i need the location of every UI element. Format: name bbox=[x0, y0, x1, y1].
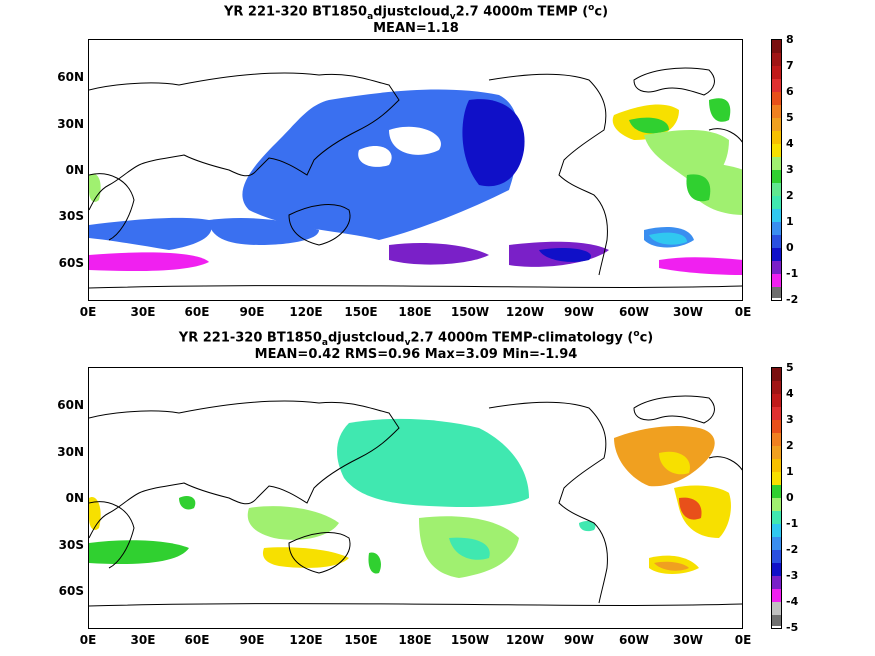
lon-label: 0E bbox=[79, 633, 97, 647]
colorbar-label: 2 bbox=[786, 439, 794, 452]
lon-label: 60E bbox=[184, 305, 210, 319]
colorbar-label: 5 bbox=[786, 361, 794, 374]
panel2-colorbar bbox=[771, 367, 782, 629]
colorbar-label: 7 bbox=[786, 59, 794, 72]
lon-label: 120W bbox=[505, 633, 545, 647]
colorbar-label: 6 bbox=[786, 85, 794, 98]
colorbar-label: 1 bbox=[786, 215, 794, 228]
lon-label: 0E bbox=[734, 633, 752, 647]
panel2-coastlines bbox=[89, 395, 742, 607]
lon-label: 120E bbox=[289, 633, 323, 647]
panel1-map bbox=[88, 39, 743, 301]
lon-label: 90E bbox=[239, 633, 265, 647]
colorbar-label: 5 bbox=[786, 111, 794, 124]
lon-label: 0E bbox=[79, 305, 97, 319]
colorbar-label: -4 bbox=[786, 595, 799, 608]
lat-label-60n: 60N bbox=[57, 398, 84, 412]
colorbar-label: 2 bbox=[786, 189, 794, 202]
panel1-title: YR 221-320 BT1850adjustcloudv2.7 4000m T… bbox=[223, 3, 609, 22]
lat-label-60s: 60S bbox=[58, 584, 84, 598]
colorbar-label: 8 bbox=[786, 33, 794, 46]
lon-label: 90W bbox=[564, 633, 594, 647]
colorbar-label: 0 bbox=[786, 241, 794, 254]
panel1-colorbar bbox=[771, 39, 782, 301]
lat-label-0n: 0N bbox=[65, 491, 84, 505]
panel1-stats: MEAN=1.18 bbox=[373, 21, 459, 36]
panel2-stats: MEAN=0.42 RMS=0.96 Max=3.09 Min=-1.94 bbox=[254, 347, 578, 362]
colorbar-label: 3 bbox=[786, 163, 794, 176]
lon-label: 90E bbox=[239, 305, 265, 319]
lat-label-60s: 60S bbox=[58, 256, 84, 270]
colorbar-label: 3 bbox=[786, 413, 794, 426]
lon-label: 150W bbox=[450, 633, 490, 647]
panel1-coastlines bbox=[89, 67, 742, 289]
colorbar-label: -2 bbox=[786, 543, 799, 556]
panel2-field bbox=[89, 418, 731, 578]
lon-label: 60E bbox=[184, 633, 210, 647]
colorbar-label: -3 bbox=[786, 569, 799, 582]
lat-label-60n: 60N bbox=[57, 70, 84, 84]
panel1-field bbox=[89, 89, 742, 275]
lon-label: 120W bbox=[505, 305, 545, 319]
lon-label: 0E bbox=[734, 305, 752, 319]
colorbar-label: -2 bbox=[786, 293, 799, 306]
lat-label-30n: 30N bbox=[57, 445, 84, 459]
lat-label-30n: 30N bbox=[57, 117, 84, 131]
lon-label: 60W bbox=[619, 633, 649, 647]
lon-label: 30W bbox=[673, 305, 703, 319]
lon-label: 30W bbox=[673, 633, 703, 647]
lon-label: 150E bbox=[344, 633, 378, 647]
lon-label: 180E bbox=[398, 305, 432, 319]
panel2-title: YR 221-320 BT1850adjustcloudv2.7 4000m T… bbox=[178, 329, 654, 348]
colorbar-label: -1 bbox=[786, 267, 799, 280]
lon-label: 90W bbox=[564, 305, 594, 319]
colorbar-label: 1 bbox=[786, 465, 794, 478]
lon-label: 120E bbox=[289, 305, 323, 319]
lat-label-30s: 30S bbox=[58, 209, 84, 223]
panel2-map bbox=[88, 367, 743, 629]
colorbar-label: 4 bbox=[786, 387, 794, 400]
lon-label: 60W bbox=[619, 305, 649, 319]
lat-label-30s: 30S bbox=[58, 538, 84, 552]
lon-label: 180E bbox=[398, 633, 432, 647]
lon-label: 30E bbox=[130, 305, 156, 319]
colorbar-label: -5 bbox=[786, 621, 799, 634]
colorbar-label: 4 bbox=[786, 137, 794, 150]
lat-label-0n: 0N bbox=[65, 163, 84, 177]
colorbar-label: 0 bbox=[786, 491, 794, 504]
lon-label: 150E bbox=[344, 305, 378, 319]
lon-label: 30E bbox=[130, 633, 156, 647]
colorbar-label: -1 bbox=[786, 517, 799, 530]
lon-label: 150W bbox=[450, 305, 490, 319]
